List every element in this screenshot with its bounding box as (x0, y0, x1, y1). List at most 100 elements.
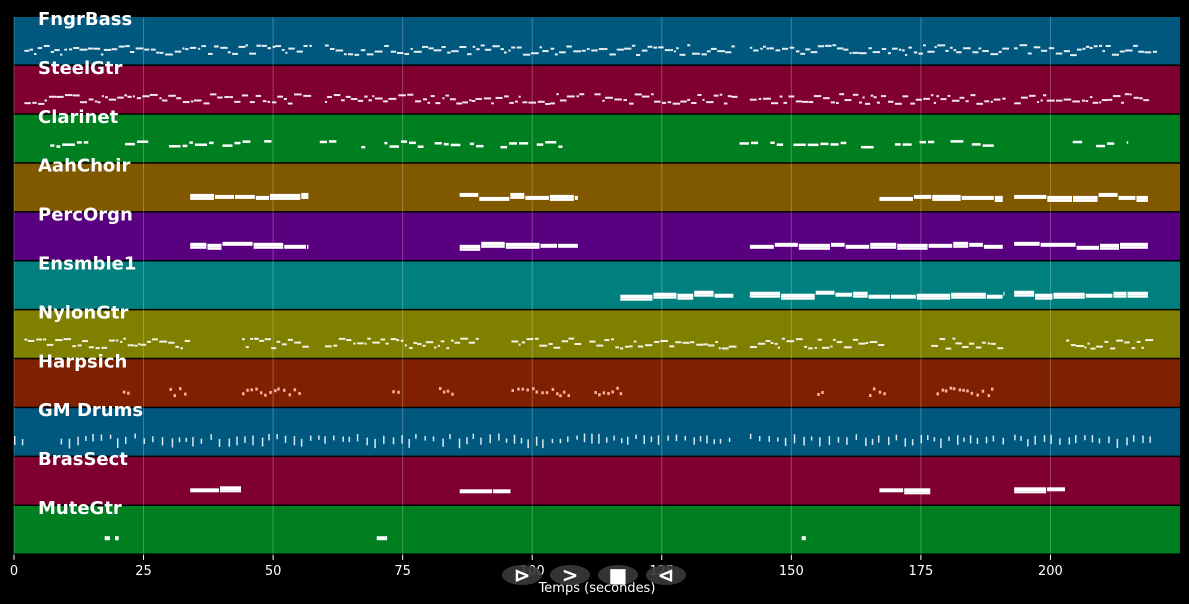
note (953, 241, 969, 246)
note (459, 244, 481, 249)
note (968, 342, 975, 345)
note (858, 342, 866, 345)
note (1073, 199, 1098, 202)
note (118, 45, 125, 48)
note (613, 435, 615, 441)
note (717, 50, 725, 53)
note (894, 143, 901, 146)
note (1084, 346, 1087, 349)
note (1120, 101, 1124, 104)
note (56, 145, 61, 148)
note (29, 48, 34, 51)
note (109, 434, 112, 439)
note (830, 242, 845, 247)
note (817, 45, 825, 48)
note (471, 100, 476, 103)
note (961, 195, 994, 200)
note (1063, 98, 1072, 101)
note (281, 48, 285, 51)
note (428, 47, 434, 50)
note (159, 97, 162, 100)
track-label: Harpsich (38, 351, 127, 372)
note (727, 95, 732, 98)
note (136, 97, 142, 100)
note (840, 141, 847, 145)
note (815, 290, 835, 295)
note (566, 95, 575, 98)
note (583, 433, 586, 443)
note (994, 199, 1003, 202)
track-notes (104, 536, 806, 541)
play-button[interactable]: ⊳ (502, 563, 542, 587)
note (232, 52, 239, 55)
track-label: Ensmble1 (38, 254, 136, 275)
note (596, 344, 604, 347)
note (1063, 50, 1070, 53)
note (422, 344, 426, 347)
note (343, 53, 347, 56)
stop-button[interactable]: ■ (598, 563, 638, 587)
note (475, 337, 479, 340)
note (777, 346, 780, 349)
note (413, 50, 422, 53)
note (598, 433, 600, 444)
note (522, 53, 531, 56)
note (207, 243, 222, 248)
note (1126, 437, 1128, 446)
note (294, 93, 302, 96)
rewind-button[interactable]: ⊲ (646, 563, 686, 587)
note (719, 438, 722, 444)
note (539, 344, 548, 347)
note (1125, 49, 1133, 52)
playback-controls[interactable]: ⊳ > ■ ⊲ (502, 563, 686, 587)
note (952, 337, 956, 340)
note (1129, 93, 1132, 96)
track-band-steelgtr (14, 65, 1180, 114)
note (208, 52, 213, 55)
note (21, 438, 24, 446)
note (1136, 340, 1141, 343)
note (134, 344, 138, 347)
note (556, 392, 559, 396)
note (479, 196, 510, 201)
note (481, 241, 505, 246)
note (923, 97, 930, 100)
note (357, 342, 364, 345)
note (719, 93, 723, 96)
note (559, 394, 562, 398)
note (1085, 45, 1090, 48)
note (883, 392, 886, 396)
note (969, 435, 972, 444)
note (1118, 195, 1136, 200)
note (267, 47, 271, 50)
note (562, 390, 566, 394)
note (982, 144, 994, 147)
note (598, 48, 605, 51)
note (853, 291, 868, 296)
note (259, 339, 265, 342)
note (776, 143, 784, 146)
track-band-fngrbass (14, 17, 1180, 65)
fast-forward-button[interactable]: > (550, 563, 590, 587)
labels-layer: FngrBass SteelGtr Clarinet AahChoir PercOrgn… (38, 9, 143, 519)
note (468, 341, 475, 344)
note (749, 291, 781, 296)
note (194, 143, 208, 146)
note (858, 101, 863, 104)
note (400, 339, 404, 342)
note (1133, 44, 1138, 47)
note (264, 140, 272, 143)
control-icon: ⊳ (514, 563, 531, 587)
note (372, 95, 375, 98)
note (127, 391, 130, 395)
note (489, 434, 491, 444)
note (38, 102, 45, 105)
note (193, 99, 202, 102)
note (104, 536, 110, 541)
note (404, 53, 410, 56)
note (1040, 49, 1048, 52)
x-tick-label: 175 (908, 564, 933, 579)
note (293, 436, 296, 446)
note (409, 141, 416, 145)
note (189, 46, 197, 49)
